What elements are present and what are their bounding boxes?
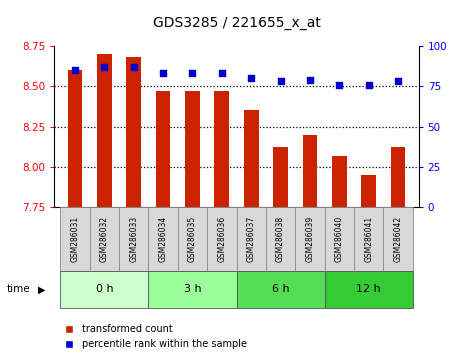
Bar xyxy=(295,207,324,271)
Text: GSM286039: GSM286039 xyxy=(306,216,315,262)
Bar xyxy=(324,271,413,308)
Bar xyxy=(97,54,112,207)
Point xyxy=(306,77,314,83)
Point xyxy=(101,64,108,70)
Point xyxy=(218,70,226,76)
Bar xyxy=(244,110,259,207)
Text: GSM286031: GSM286031 xyxy=(70,216,79,262)
Bar xyxy=(383,207,413,271)
Text: 0 h: 0 h xyxy=(96,284,113,295)
Bar xyxy=(273,148,288,207)
Text: GDS3285 / 221655_x_at: GDS3285 / 221655_x_at xyxy=(153,16,320,30)
Bar xyxy=(207,207,236,271)
Bar xyxy=(149,207,178,271)
Text: GSM286038: GSM286038 xyxy=(276,216,285,262)
Point xyxy=(247,75,255,81)
Bar xyxy=(60,207,90,271)
Bar xyxy=(266,207,295,271)
Text: 12 h: 12 h xyxy=(356,284,381,295)
Bar xyxy=(214,91,229,207)
Bar xyxy=(119,207,149,271)
Bar xyxy=(236,271,324,308)
Text: GSM286042: GSM286042 xyxy=(394,216,403,262)
Bar xyxy=(156,91,170,207)
Bar xyxy=(324,207,354,271)
Point xyxy=(159,70,167,76)
Text: GSM286032: GSM286032 xyxy=(100,216,109,262)
Text: GSM286033: GSM286033 xyxy=(129,216,138,262)
Bar xyxy=(332,155,347,207)
Bar xyxy=(60,271,149,308)
Point xyxy=(394,79,402,84)
Bar xyxy=(303,135,317,207)
Bar xyxy=(149,271,236,308)
Bar xyxy=(68,70,82,207)
Text: GSM286034: GSM286034 xyxy=(158,216,167,262)
Text: GSM286037: GSM286037 xyxy=(247,216,256,262)
Point xyxy=(335,82,343,87)
Point xyxy=(365,82,372,87)
Point xyxy=(130,64,138,70)
Point xyxy=(189,70,196,76)
Legend: transformed count, percentile rank within the sample: transformed count, percentile rank withi… xyxy=(59,324,246,349)
Bar xyxy=(354,207,383,271)
Point xyxy=(71,67,79,73)
Bar xyxy=(361,175,376,207)
Text: ▶: ▶ xyxy=(38,284,45,295)
Text: 3 h: 3 h xyxy=(184,284,201,295)
Bar xyxy=(391,148,405,207)
Bar xyxy=(90,207,119,271)
Text: GSM286041: GSM286041 xyxy=(364,216,373,262)
Text: time: time xyxy=(7,284,31,295)
Bar xyxy=(236,207,266,271)
Text: GSM286035: GSM286035 xyxy=(188,216,197,262)
Bar xyxy=(178,207,207,271)
Text: GSM286040: GSM286040 xyxy=(335,216,344,262)
Text: 6 h: 6 h xyxy=(272,284,289,295)
Point xyxy=(277,79,284,84)
Bar xyxy=(185,91,200,207)
Text: GSM286036: GSM286036 xyxy=(217,216,226,262)
Bar xyxy=(126,57,141,207)
